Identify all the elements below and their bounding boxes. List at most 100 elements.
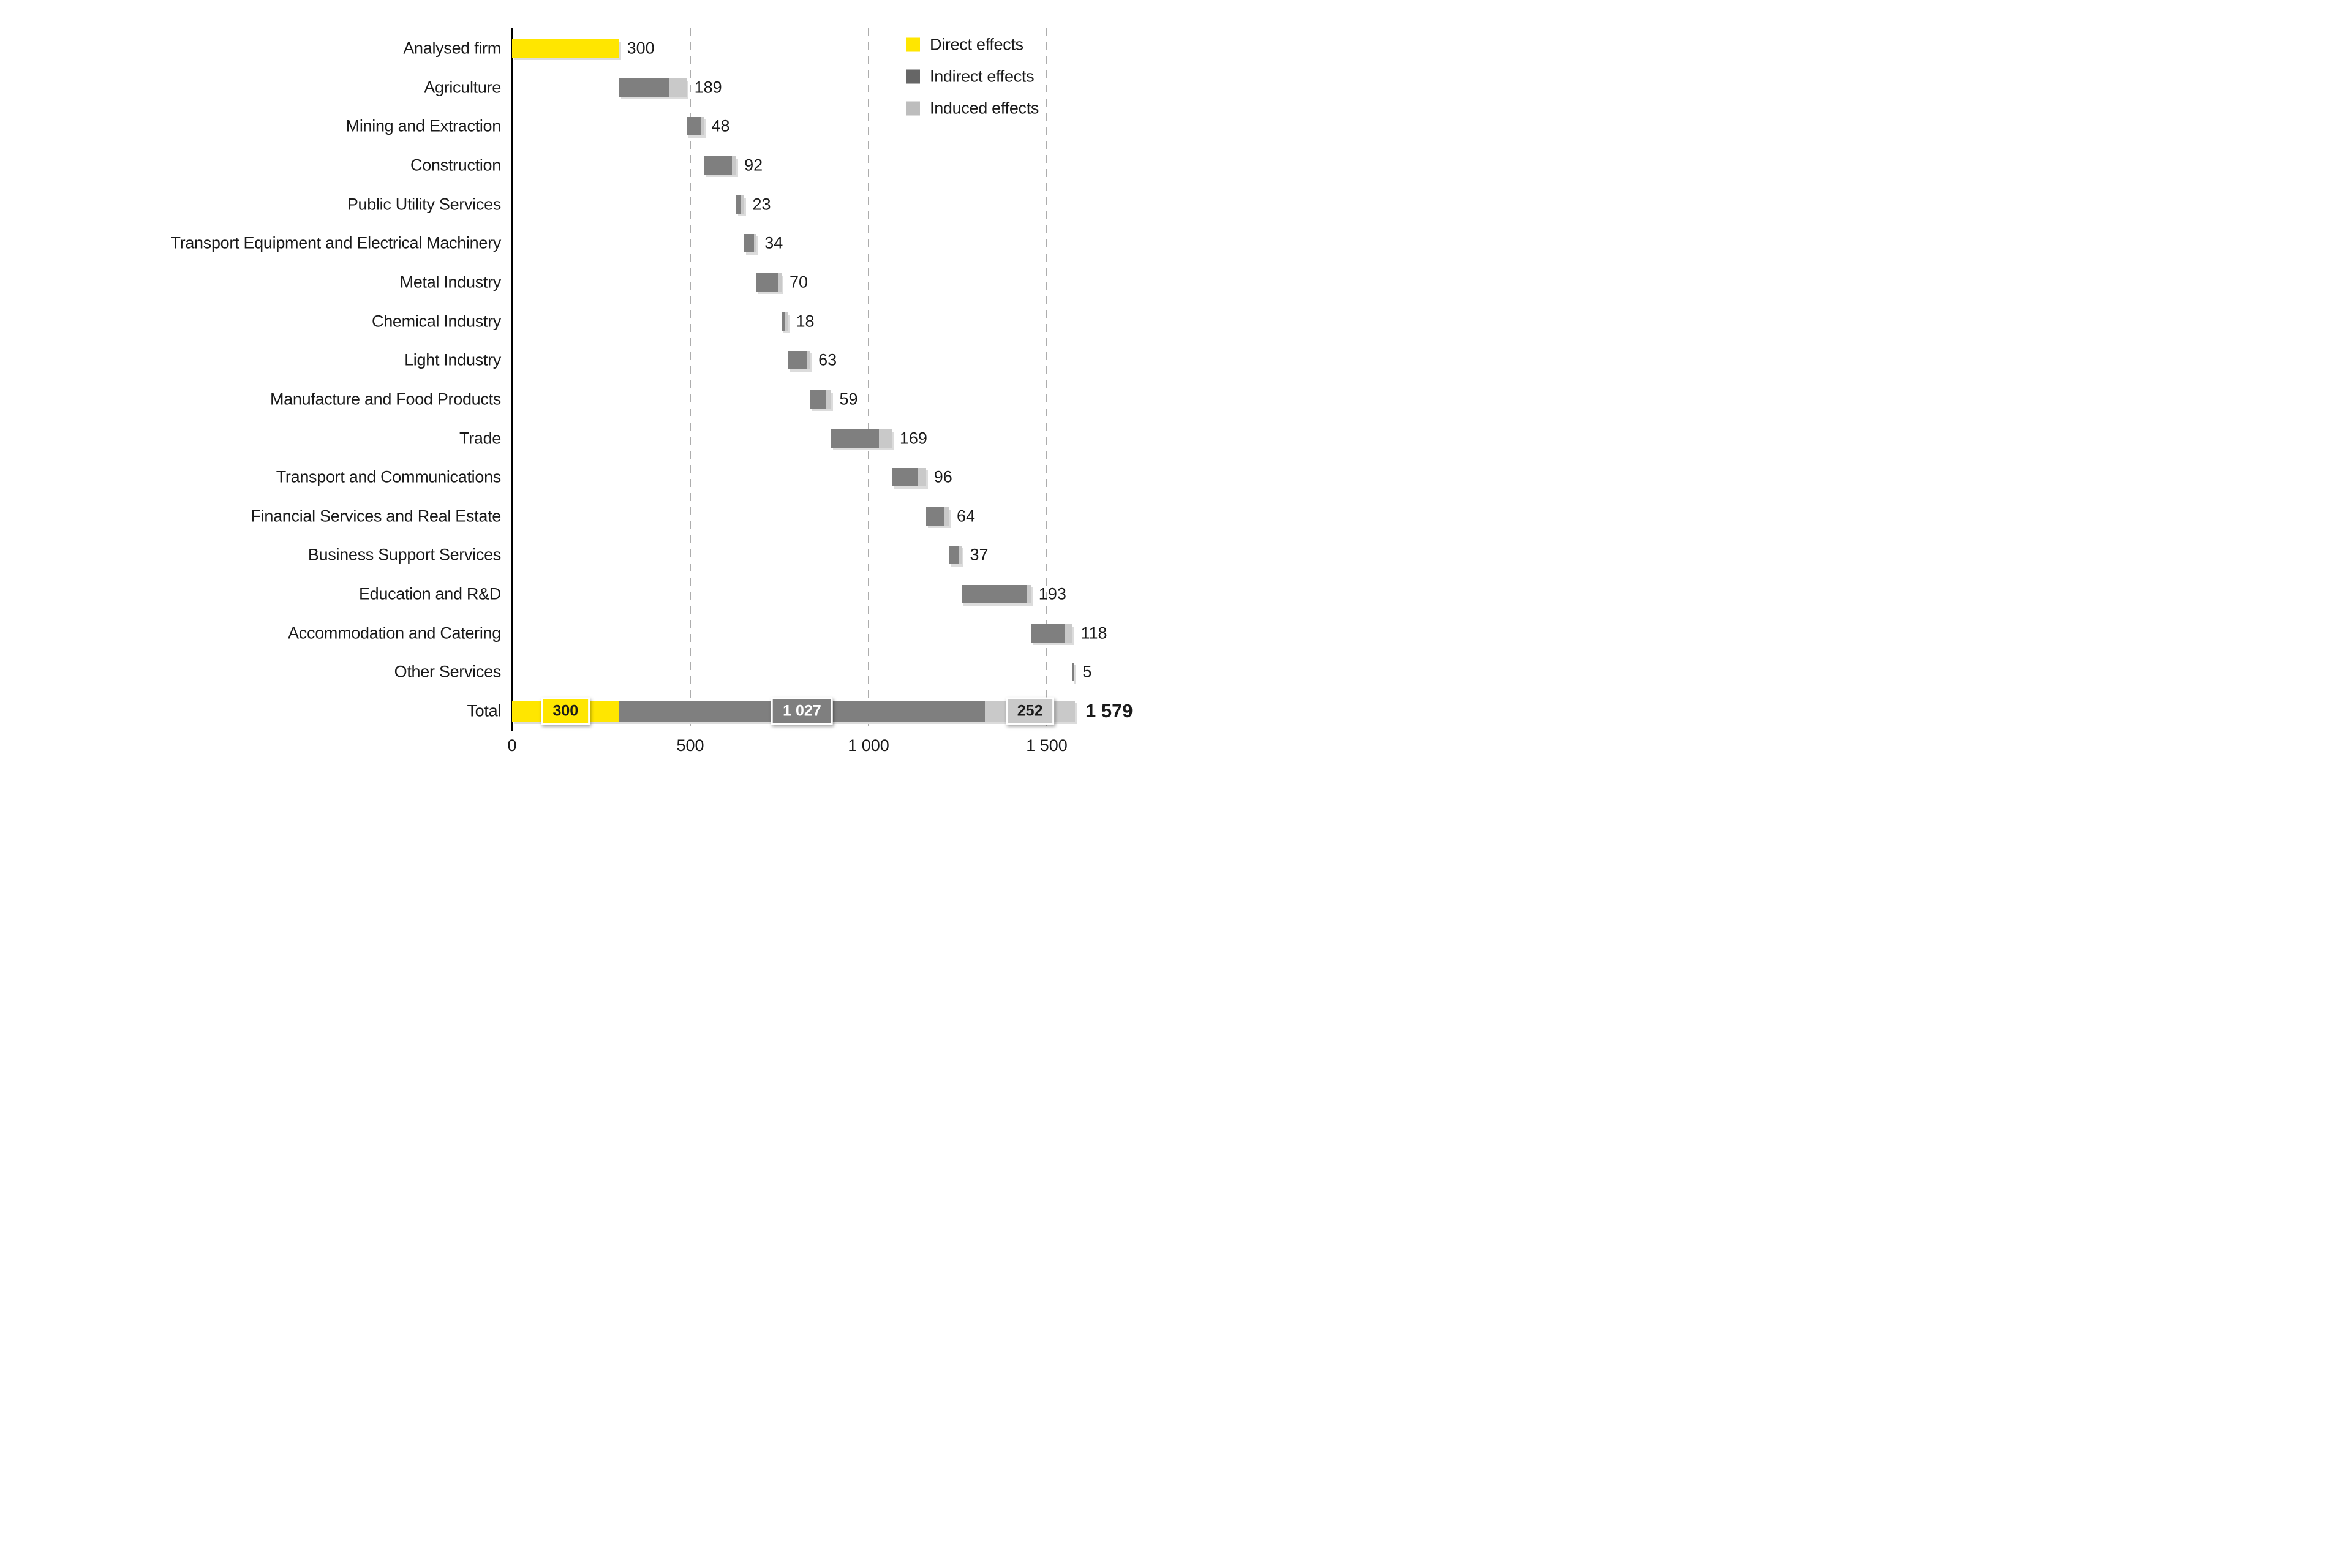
value-label: 70	[789, 273, 809, 292]
value-label: 64	[956, 507, 975, 526]
category-label: Total	[467, 701, 501, 720]
category-label: Analysed firm	[403, 39, 501, 58]
category-label: Construction	[410, 156, 501, 175]
bar	[810, 390, 832, 409]
gridline-500	[690, 28, 691, 731]
category-label: Transport Equipment and Electrical Machi…	[170, 233, 501, 252]
x-tick-label: 500	[676, 736, 704, 755]
value-label: 92	[744, 156, 763, 175]
total-induced-chip: 252	[1005, 697, 1055, 725]
bar-segment-induced	[777, 273, 782, 292]
bar	[1030, 624, 1073, 643]
bar	[925, 507, 949, 526]
bar-segment-induced	[806, 351, 811, 370]
bar-segment-induced	[943, 507, 949, 526]
value-label: 59	[839, 390, 858, 409]
category-label: Agriculture	[424, 78, 501, 97]
bar-segment-induced	[1026, 585, 1031, 604]
x-tick-label: 1 500	[1026, 736, 1068, 755]
category-label: Chemical Industry	[372, 312, 501, 331]
bar	[891, 468, 926, 487]
category-label: Trade	[459, 429, 501, 447]
bar-segment-indirect	[831, 429, 880, 448]
bar	[512, 39, 619, 58]
x-tick-label: 1 000	[848, 736, 889, 755]
category-label: Mining and Extraction	[345, 116, 502, 135]
value-label: 34	[764, 233, 783, 252]
bar	[619, 78, 687, 97]
indirect-effects-swatch-icon	[906, 69, 920, 84]
bar	[703, 156, 737, 175]
bar	[948, 546, 962, 565]
value-label: 63	[818, 350, 837, 369]
bar-segment-induced	[1065, 624, 1073, 643]
total-end-value: 1 579	[1085, 700, 1133, 722]
bar	[788, 351, 811, 370]
category-label: Accommodation and Catering	[288, 624, 501, 643]
gridline-1500	[1046, 28, 1047, 731]
bar-segment-induced	[753, 234, 757, 253]
category-label: Metal Industry	[399, 273, 502, 292]
waterfall-chart: Analysed firm 300 Agriculture 189 Mining and…	[0, 0, 1176, 784]
bar-segment-indirect	[788, 351, 807, 370]
induced-effects-swatch-icon	[906, 101, 920, 116]
bar-segment-indirect	[1072, 663, 1074, 682]
bar-segment-induced	[879, 429, 892, 448]
category-label: Business Support Services	[307, 545, 501, 564]
bar-segment-induced	[785, 312, 788, 331]
bar-segment-indirect	[703, 156, 732, 175]
bar-segment-indirect	[1030, 624, 1065, 643]
gridline-1000	[868, 28, 869, 731]
bar	[1072, 663, 1075, 682]
bar	[744, 234, 757, 253]
bar-segment-direct	[512, 39, 619, 58]
bar-segment-indirect	[756, 273, 778, 292]
y-axis-line	[511, 28, 513, 731]
bar	[962, 585, 1031, 604]
bar	[686, 117, 704, 136]
value-label: 169	[899, 429, 927, 447]
legend-label: Induced effects	[930, 99, 1039, 118]
bar-segment-indirect	[686, 117, 701, 136]
legend-item-induced: Induced effects	[906, 99, 1039, 118]
value-label: 48	[711, 116, 730, 135]
bar-segment-indirect	[891, 468, 918, 487]
value-label: 118	[1080, 624, 1107, 643]
bar-segment-indirect	[810, 390, 827, 409]
value-label: 23	[752, 195, 771, 214]
bar-segment-indirect	[962, 585, 1027, 604]
bar-segment-induced	[826, 390, 832, 409]
bar-segment-induced	[731, 156, 737, 175]
category-label: Transport and Communications	[276, 467, 502, 486]
category-label: Financial Services and Real Estate	[251, 507, 501, 526]
legend-item-indirect: Indirect effects	[906, 67, 1035, 86]
bar	[736, 195, 745, 214]
bar-segment-induced	[741, 195, 745, 214]
value-label: 5	[1082, 662, 1092, 681]
bar-segment-indirect	[948, 546, 959, 565]
category-label: Education and R&D	[358, 584, 501, 603]
bar-segment-induced	[669, 78, 687, 97]
value-label: 189	[694, 78, 722, 97]
direct-effects-swatch-icon	[906, 37, 920, 52]
legend-label: Direct effects	[930, 35, 1023, 54]
legend-item-direct: Direct effects	[906, 36, 1023, 55]
bar	[831, 429, 892, 448]
bar-segment-induced	[959, 546, 962, 565]
x-tick-label: 0	[507, 736, 517, 755]
total-indirect-chip: 1 027	[771, 697, 833, 725]
bar-segment-indirect	[619, 78, 669, 97]
category-label: Public Utility Services	[347, 195, 501, 214]
category-label: Manufacture and Food Products	[270, 390, 501, 409]
bar-segment-indirect	[744, 234, 754, 253]
bar-segment-induced	[918, 468, 926, 487]
bar	[781, 312, 788, 331]
bar-segment-indirect	[781, 312, 786, 331]
value-label: 193	[1038, 584, 1066, 603]
bar-segment-induced	[700, 117, 704, 136]
legend-label: Indirect effects	[930, 67, 1035, 86]
value-label: 96	[933, 467, 952, 486]
bar-segment-indirect	[925, 507, 944, 526]
bar-segment-indirect	[736, 195, 742, 214]
value-label: 18	[796, 312, 815, 331]
